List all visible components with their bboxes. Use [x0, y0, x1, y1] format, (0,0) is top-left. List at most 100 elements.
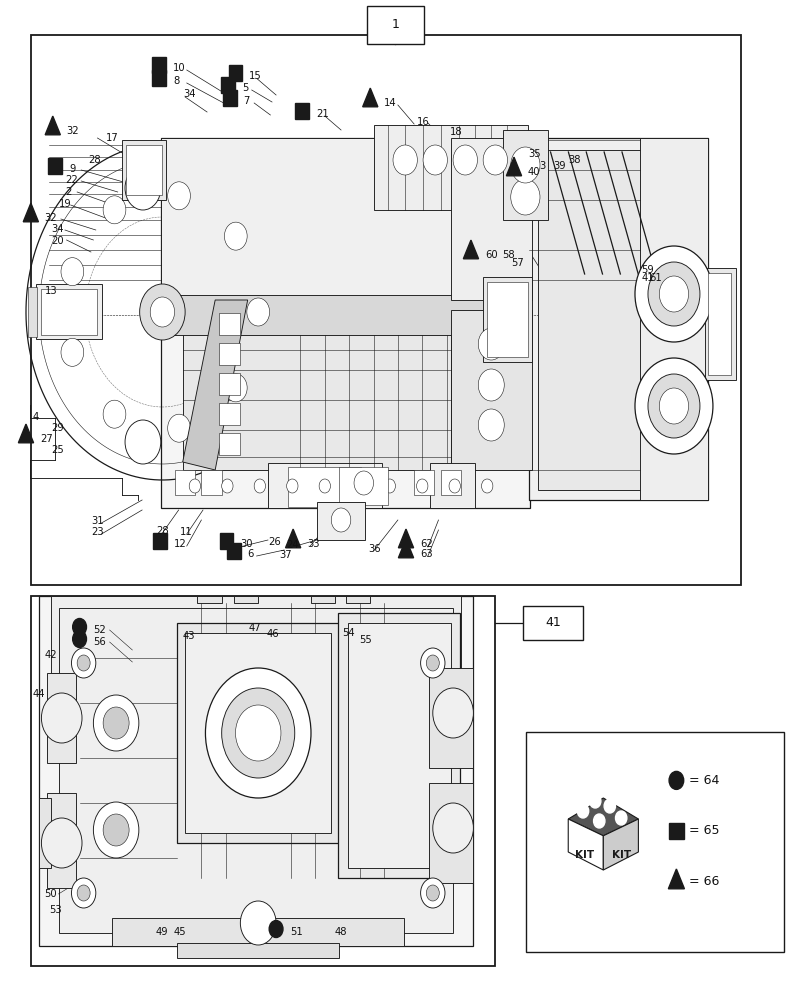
Circle shape [235, 705, 281, 761]
Bar [201, 470, 221, 495]
Bar [219, 313, 239, 335]
Circle shape [647, 262, 699, 326]
Circle shape [41, 693, 82, 743]
Text: 62: 62 [419, 539, 432, 549]
Circle shape [426, 655, 439, 671]
Text: 51: 51 [290, 927, 303, 937]
Circle shape [150, 297, 174, 327]
Bar [373, 125, 527, 210]
Bar [47, 793, 75, 888]
Text: 13: 13 [45, 286, 58, 296]
Bar [41, 289, 97, 335]
Bar [347, 623, 451, 868]
Text: = 65: = 65 [689, 824, 719, 838]
Circle shape [426, 885, 439, 901]
Text: 10: 10 [173, 63, 186, 73]
Circle shape [634, 358, 712, 454]
Circle shape [615, 811, 626, 825]
Text: 35: 35 [528, 149, 541, 159]
Polygon shape [667, 869, 684, 889]
Polygon shape [285, 529, 300, 548]
Text: 25: 25 [51, 445, 64, 455]
Circle shape [420, 878, 444, 908]
Circle shape [93, 695, 139, 751]
Text: 56: 56 [93, 637, 106, 647]
Circle shape [71, 878, 96, 908]
Polygon shape [19, 424, 33, 443]
Circle shape [593, 814, 604, 828]
Circle shape [189, 479, 200, 493]
Bar [174, 470, 195, 495]
Bar [197, 596, 221, 603]
Text: 55: 55 [358, 635, 371, 645]
Bar [339, 467, 388, 505]
Text: KIT: KIT [574, 850, 594, 860]
Text: 28: 28 [156, 526, 169, 536]
Bar [345, 596, 370, 603]
Circle shape [224, 374, 247, 402]
Circle shape [423, 145, 447, 175]
Circle shape [221, 688, 294, 778]
Text: 17: 17 [106, 133, 119, 143]
Text: 3: 3 [539, 161, 545, 171]
Circle shape [481, 479, 492, 493]
Text: 6: 6 [247, 549, 254, 559]
Bar [39, 798, 51, 868]
Bar [537, 150, 650, 490]
Polygon shape [568, 819, 603, 870]
Circle shape [478, 328, 504, 360]
Circle shape [432, 688, 473, 738]
Text: 29: 29 [51, 423, 64, 433]
Circle shape [286, 479, 298, 493]
Circle shape [205, 668, 311, 798]
Text: 52: 52 [93, 625, 106, 635]
Text: 38: 38 [568, 155, 580, 165]
Bar [177, 623, 339, 843]
Bar [414, 470, 434, 495]
Circle shape [125, 420, 161, 464]
Text: 53: 53 [49, 905, 62, 915]
Circle shape [432, 803, 473, 853]
Text: 31: 31 [91, 516, 104, 526]
Text: 11: 11 [180, 527, 193, 537]
Polygon shape [506, 157, 521, 176]
Bar [59, 608, 453, 933]
Text: 12: 12 [174, 539, 187, 549]
Polygon shape [24, 203, 38, 222]
Text: 28: 28 [88, 155, 101, 165]
Bar [529, 138, 707, 500]
Text: 42: 42 [45, 650, 58, 660]
Bar [49, 158, 62, 174]
Circle shape [393, 145, 417, 175]
Text: 58: 58 [501, 250, 514, 260]
Bar [28, 287, 36, 337]
Bar [161, 138, 530, 508]
Bar [268, 463, 381, 508]
Bar [219, 373, 239, 395]
Circle shape [577, 804, 588, 818]
Bar [430, 463, 474, 508]
Circle shape [354, 471, 373, 495]
Text: 54: 54 [342, 628, 355, 638]
Text: 61: 61 [649, 273, 662, 283]
Bar [112, 918, 404, 946]
Text: 63: 63 [419, 549, 432, 559]
Bar [161, 138, 530, 300]
Bar [337, 613, 459, 878]
Text: 37: 37 [279, 550, 292, 560]
Circle shape [71, 648, 96, 678]
Text: 8: 8 [173, 76, 179, 86]
Circle shape [478, 369, 504, 401]
Circle shape [603, 799, 615, 813]
Circle shape [448, 479, 460, 493]
Bar [704, 268, 735, 380]
Circle shape [77, 655, 90, 671]
Circle shape [61, 258, 84, 286]
Bar [450, 138, 531, 300]
Text: 15: 15 [249, 71, 262, 81]
Circle shape [93, 802, 139, 858]
Circle shape [61, 338, 84, 366]
Text: 27: 27 [40, 434, 53, 444]
Bar [185, 633, 331, 833]
Bar [483, 277, 531, 362]
